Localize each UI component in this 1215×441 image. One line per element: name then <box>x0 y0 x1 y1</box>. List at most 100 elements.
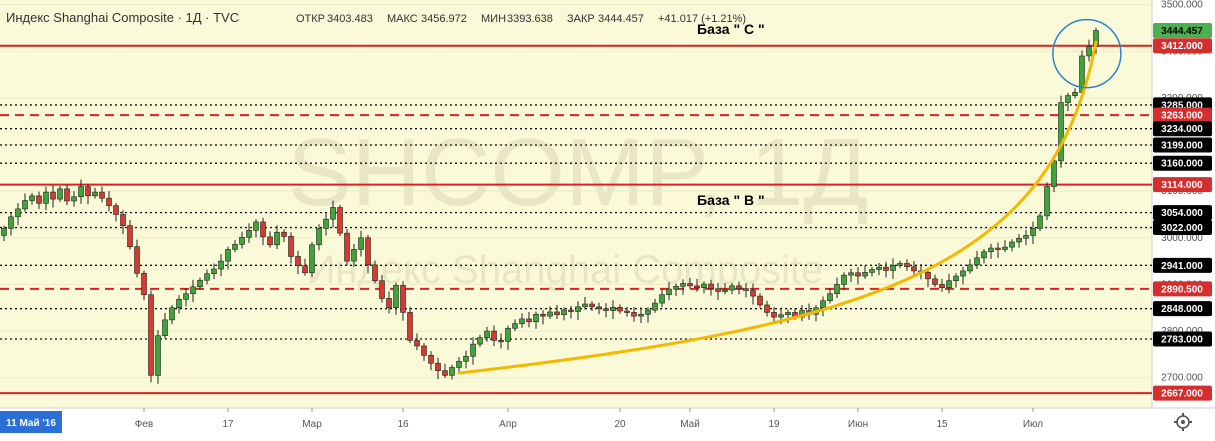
level-badge <box>1153 155 1212 171</box>
time-tick-label: Апр <box>499 419 517 430</box>
candle-body <box>358 237 364 250</box>
annotation-base-b: База " В " <box>697 192 765 208</box>
candle-body <box>925 272 931 280</box>
candle-body <box>29 195 35 201</box>
candle-body <box>617 306 623 312</box>
time-axis-background <box>0 408 1215 436</box>
candle-body <box>736 285 742 289</box>
candle-body <box>148 294 154 376</box>
candle-body <box>232 244 238 250</box>
candle-body <box>498 340 504 343</box>
candle-body <box>85 186 91 197</box>
level-badge <box>1153 205 1212 221</box>
candle-body <box>197 279 203 288</box>
candle-body <box>36 195 42 204</box>
price-tick-label: 3000.000 <box>1161 233 1203 244</box>
ohlc-high-label: МАКС <box>387 13 418 25</box>
candle-body <box>967 264 973 272</box>
level-badge <box>1153 107 1212 123</box>
candle-body <box>939 284 945 288</box>
level-badge-label: 3022.000 <box>1161 223 1203 234</box>
candle-body <box>729 285 735 291</box>
candle-body <box>106 197 112 206</box>
ohlc-open-value: 3403.483 <box>327 13 373 25</box>
candle-body <box>351 249 357 262</box>
candle-body <box>442 370 448 376</box>
candle-body <box>785 312 791 316</box>
candle-body <box>904 263 910 268</box>
date-badge: 11 Май '16 <box>6 418 56 429</box>
candle-body <box>393 285 399 309</box>
candle-body <box>1044 186 1050 217</box>
candle-body <box>484 330 490 338</box>
time-tick-label: Май <box>680 419 700 430</box>
level-badge <box>1153 257 1212 273</box>
candle-body <box>652 302 658 311</box>
candle-body <box>862 272 868 277</box>
settings-gear-icon[interactable] <box>1174 413 1192 431</box>
candle-body <box>841 274 847 285</box>
price-tick-label: 3500.000 <box>1161 0 1203 11</box>
candle-body <box>869 269 875 273</box>
candle-body <box>694 285 700 288</box>
candle-body <box>834 284 840 295</box>
candle-body <box>911 266 917 272</box>
candle-body <box>183 293 189 300</box>
candle-body <box>771 312 777 318</box>
candle-body <box>743 288 749 291</box>
candle-body <box>974 257 980 266</box>
candle-body <box>981 251 987 259</box>
level-badge <box>1153 385 1212 401</box>
level-badge-label: 2783.000 <box>1161 334 1203 345</box>
candle-body <box>386 298 392 309</box>
candle-body <box>603 308 609 311</box>
candle-body <box>610 306 616 311</box>
candle-body <box>876 266 882 270</box>
time-axis[interactable]: Фев 17 Мар 16 Апр 20 Май 19 Июн 15 Июл <box>135 408 1044 430</box>
candle-body <box>449 367 455 376</box>
candle-body <box>554 311 560 316</box>
candle-body <box>960 270 966 277</box>
candle-body <box>764 304 770 313</box>
candle-body <box>22 200 28 210</box>
candle-body <box>330 207 336 220</box>
ohlc-low-value: 3393.638 <box>507 13 553 25</box>
candle-body <box>127 225 133 247</box>
candle-body <box>407 312 413 341</box>
candle-body <box>708 283 714 289</box>
level-badge-label: 2941.000 <box>1161 261 1203 272</box>
level-badge-label: 2890.500 <box>1161 284 1203 295</box>
candle-body <box>995 247 1001 250</box>
candle-body <box>134 246 140 274</box>
candle-body <box>540 313 546 317</box>
candle-body <box>421 345 427 356</box>
level-badge-label: 2667.000 <box>1161 389 1203 400</box>
candle-body <box>176 299 182 309</box>
time-tick-label: Июн <box>848 419 868 430</box>
level-lines <box>0 44 1152 395</box>
candle-body <box>848 272 854 276</box>
candle-body <box>211 268 217 275</box>
candle-body <box>512 323 518 329</box>
candle-body <box>204 273 210 281</box>
candle-body <box>239 237 245 245</box>
candle-body <box>988 247 994 253</box>
candle-body <box>162 319 168 337</box>
level-badge <box>1153 220 1212 236</box>
level-badge-label: 3263.000 <box>1161 111 1203 122</box>
time-tick-label: 16 <box>397 419 409 430</box>
candle-body <box>596 306 602 309</box>
candle-body <box>750 290 756 297</box>
candles <box>1 27 1099 384</box>
ohlc-change: +41.017 (+1.21%) <box>658 13 746 25</box>
candle-body <box>15 208 21 218</box>
candle-body <box>1030 228 1036 236</box>
candle-body <box>722 289 728 292</box>
candle-body <box>519 318 525 324</box>
level-badge <box>1153 281 1212 297</box>
candle-body <box>267 236 273 246</box>
candle-body <box>1016 237 1022 243</box>
candle-body <box>624 310 630 313</box>
